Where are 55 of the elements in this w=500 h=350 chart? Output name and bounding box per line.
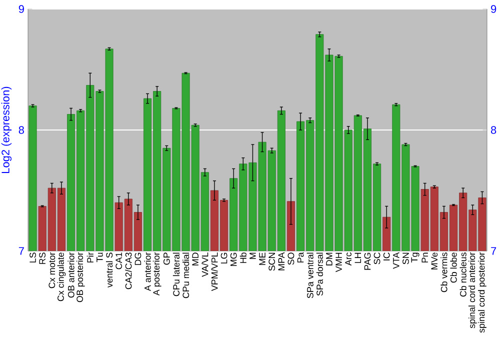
x-tick-label: MG: [230, 252, 237, 266]
x-tick-label: SPa dorsal: [316, 252, 323, 296]
x-tick-label: Cx cingulate: [57, 252, 66, 302]
x-tick-label: OB anterior: [68, 252, 74, 298]
x-tick-label: Cb nucleus: [460, 252, 466, 297]
x-tick-label: Cb vermis: [440, 252, 448, 292]
x-tick-label: spinal cord anterior: [468, 252, 477, 328]
y2-tick-label: 8: [490, 126, 496, 134]
x-tick-label: spinal cord posterior: [478, 252, 486, 333]
y2-tick-label: 7: [491, 247, 496, 255]
x-tick-label: Tg: [411, 252, 420, 262]
x-tick-label: LG: [220, 252, 228, 264]
x-tick-label: IC: [383, 252, 390, 260]
x-tick-label: Pir: [86, 252, 94, 262]
y-tick-label: 9: [18, 5, 24, 13]
x-tick-label: SCN: [268, 252, 276, 271]
x-tick-label: CA2/CA3: [125, 252, 132, 290]
x-tick-label: Pn: [422, 252, 428, 262]
x-tick-label: SO: [288, 252, 294, 265]
x-tick-label: VPM/VPL: [211, 252, 218, 292]
x-tick-label: M: [250, 252, 256, 259]
y-tick-label: 8: [18, 126, 24, 134]
x-tick-label: Pa: [297, 252, 304, 262]
y2-tick-label: 9: [491, 5, 496, 13]
x-tick-label: VTA: [393, 252, 400, 269]
x-tick-label: GP: [163, 252, 170, 265]
x-tick-label: ME: [259, 252, 266, 265]
x-tick-label: CPu lateral: [172, 252, 180, 296]
x-tick-label: VMH: [336, 252, 342, 272]
x-tick-label: A posterior: [152, 252, 162, 296]
x-tick-label: CPu medial: [182, 252, 190, 298]
x-tick-label: Hb: [240, 252, 246, 263]
x-tick-label: A anterior: [144, 252, 151, 292]
x-tick-label: OB posterior: [76, 252, 85, 302]
x-tick-label: MVe: [431, 252, 438, 270]
x-tick-label: SN: [402, 252, 409, 264]
x-tick-label: Tu: [96, 252, 103, 262]
x-tick-label: RS: [39, 252, 46, 264]
x-tick-label: MD: [192, 252, 198, 266]
x-tick-label: MPA: [278, 252, 284, 270]
x-tick-label: SC: [374, 252, 380, 264]
x-tick-label: CA1: [116, 252, 122, 270]
y-tick-label: 7: [18, 247, 24, 255]
x-tick-label: DM: [326, 252, 332, 266]
x-tick-label: Cx motor: [48, 252, 56, 288]
x-tick-label: DG: [134, 252, 142, 265]
x-tick-label: Cb lobe: [450, 252, 457, 283]
y-axis-title: Log2 (expression): [1, 86, 12, 173]
x-tick-label: ventral S: [106, 252, 113, 288]
x-tick-label: Arc: [345, 252, 352, 266]
x-tick-label: PAG: [364, 252, 371, 270]
x-tick-label: LH: [354, 252, 361, 263]
x-tick-label: LS: [30, 252, 36, 262]
x-tick-label: VA/VL: [202, 252, 208, 277]
x-tick-label: SPa ventral: [306, 252, 314, 298]
